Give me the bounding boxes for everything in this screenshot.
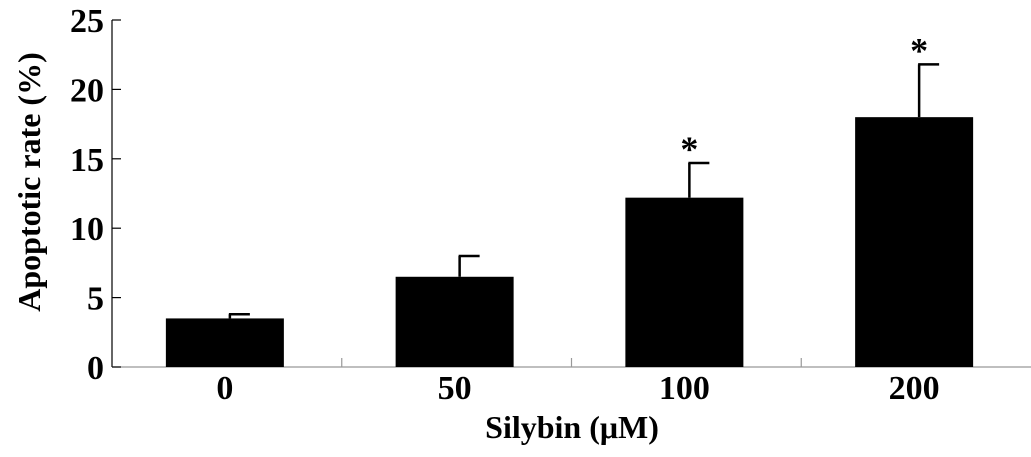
bar [165, 318, 284, 367]
x-tick-label: 50 [438, 370, 472, 407]
error-bars [228, 63, 940, 319]
y-axis-title: Apoptotic rate (%) [11, 52, 47, 311]
x-axis-title: Silybin (μM) [485, 409, 659, 445]
x-tick-label: 200 [889, 370, 940, 407]
y-tick-label: 15 [70, 142, 104, 179]
significance-marker: * [680, 129, 698, 169]
bar [625, 197, 744, 367]
bars [165, 117, 974, 367]
y-tick-label: 0 [87, 350, 104, 387]
x-axis-ticks: 0 50 100 200 [216, 358, 940, 407]
y-tick-label: 5 [87, 281, 104, 318]
y-axis-ticks: 0 5 10 15 20 25 [70, 3, 121, 387]
bar [855, 117, 974, 367]
x-tick-label: 100 [659, 370, 710, 407]
annotations: ** [680, 30, 928, 169]
y-tick-label: 20 [70, 72, 104, 109]
significance-marker: * [910, 30, 928, 70]
bar [395, 276, 514, 367]
y-tick-label: 25 [70, 3, 104, 40]
x-tick-label: 0 [216, 370, 233, 407]
y-tick-label: 10 [70, 211, 104, 248]
